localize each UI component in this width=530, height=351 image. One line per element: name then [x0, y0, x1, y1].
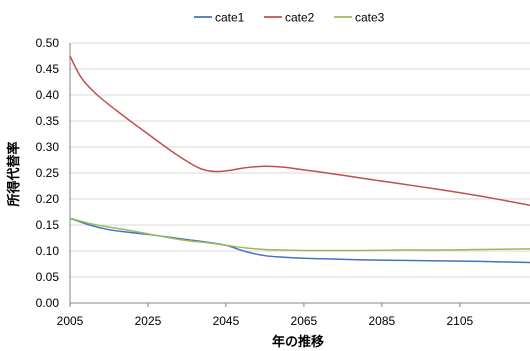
y-tick-label: 0.40 [36, 88, 60, 102]
gridlines [70, 42, 530, 278]
x-tick-label: 2085 [369, 314, 396, 328]
series-line-cate2 [69, 55, 530, 206]
y-tick-labels: 0.00 0.05 0.10 0.15 0.20 0.25 0.30 0.35 0.40 0.45… [36, 36, 60, 310]
axes [69, 43, 530, 307]
x-tick-label: 2045 [213, 314, 240, 328]
y-tick-label: 0.05 [36, 270, 60, 284]
series-lines [69, 55, 530, 264]
legend-label-cate1: cate1 [215, 11, 245, 25]
y-tick-label: 0.50 [36, 36, 60, 50]
series-line-cate3 [69, 217, 530, 252]
y-tick-label: 0.30 [36, 140, 60, 154]
series-line-cate1 [69, 217, 530, 264]
x-tick-label: 2005 [57, 314, 84, 328]
y-tick-label: 0.10 [36, 244, 60, 258]
y-tick-label: 0.35 [36, 114, 60, 128]
x-tick-label: 2105 [446, 314, 473, 328]
legend-label-cate2: cate2 [285, 11, 315, 25]
x-axis-title: 年の推移 [272, 334, 324, 350]
y-tick-label: 0.20 [36, 192, 60, 206]
x-tick-label: 2025 [135, 314, 162, 328]
x-tick-labels: 2005 2025 2045 2065 2085 2105 [57, 314, 474, 328]
legend: cate1 cate2 cate3 [194, 11, 385, 25]
y-tick-label: 0.15 [36, 218, 60, 232]
y-axis-title: 所得代替率 [6, 141, 22, 206]
y-tick-label: 0.45 [36, 62, 60, 76]
y-tick-label: 0.00 [36, 296, 60, 310]
legend-label-cate3: cate3 [355, 11, 385, 25]
y-tick-label: 0.25 [36, 166, 60, 180]
x-tick-label: 2065 [291, 314, 318, 328]
